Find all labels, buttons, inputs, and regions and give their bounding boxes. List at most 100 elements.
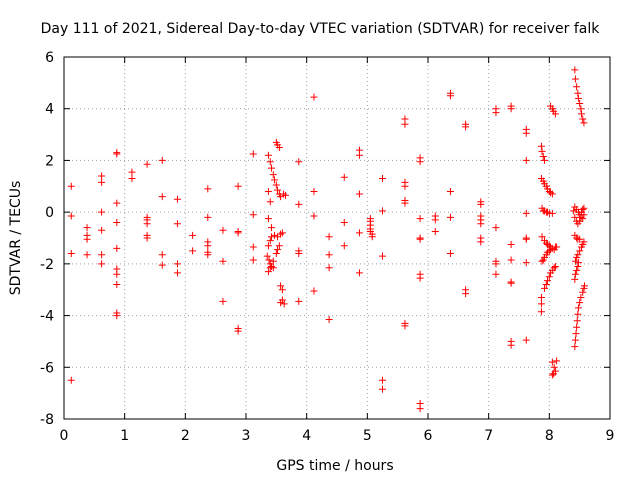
data-point bbox=[574, 89, 582, 97]
data-point bbox=[265, 256, 273, 264]
data-point bbox=[368, 230, 376, 238]
data-point bbox=[522, 156, 530, 164]
data-point bbox=[277, 230, 285, 238]
x-tick-label: 5 bbox=[363, 428, 372, 444]
data-point bbox=[355, 229, 363, 237]
data-point bbox=[574, 251, 582, 259]
data-point bbox=[544, 277, 552, 285]
data-point bbox=[571, 336, 579, 344]
data-point bbox=[462, 290, 470, 298]
data-point bbox=[574, 304, 582, 312]
data-point bbox=[548, 358, 556, 366]
y-tick-label: 0 bbox=[45, 205, 54, 221]
data-point bbox=[173, 220, 181, 228]
data-point bbox=[219, 226, 227, 234]
grid bbox=[64, 57, 610, 419]
data-point bbox=[98, 172, 106, 180]
data-point bbox=[280, 300, 288, 308]
data-point bbox=[507, 279, 515, 287]
data-point bbox=[548, 209, 556, 217]
data-point bbox=[128, 175, 136, 183]
data-point bbox=[577, 110, 585, 118]
data-point bbox=[401, 322, 409, 330]
data-point bbox=[446, 213, 454, 221]
data-point bbox=[379, 175, 386, 183]
data-point bbox=[574, 94, 582, 102]
data-point bbox=[113, 281, 121, 289]
data-point bbox=[542, 281, 550, 289]
data-point bbox=[538, 233, 546, 241]
data-point bbox=[522, 259, 530, 267]
data-point bbox=[580, 119, 588, 127]
data-point bbox=[98, 208, 106, 216]
data-point bbox=[280, 190, 288, 198]
data-point bbox=[574, 259, 582, 267]
y-tick-label: -2 bbox=[40, 257, 54, 273]
data-point bbox=[266, 158, 274, 166]
data-point bbox=[158, 251, 166, 259]
data-point bbox=[401, 199, 409, 207]
x-tick-label: 2 bbox=[181, 428, 190, 444]
data-point bbox=[355, 269, 363, 277]
data-point bbox=[579, 115, 587, 123]
data-point bbox=[577, 105, 585, 113]
data-point bbox=[173, 260, 181, 268]
data-point bbox=[295, 297, 303, 305]
data-point bbox=[325, 233, 333, 241]
data-point bbox=[355, 151, 363, 159]
data-point bbox=[571, 257, 579, 265]
data-point bbox=[537, 308, 545, 316]
data-point bbox=[274, 186, 282, 194]
data-point bbox=[310, 187, 318, 195]
data-point bbox=[537, 142, 545, 150]
data-point bbox=[83, 251, 91, 259]
data-point bbox=[266, 198, 274, 206]
data-point bbox=[401, 120, 409, 128]
data-point bbox=[267, 233, 275, 241]
data-point bbox=[550, 363, 558, 371]
data-point bbox=[547, 189, 555, 197]
chart-title: Day 111 of 2021, Sidereal Day-to-day VTE… bbox=[41, 21, 601, 37]
x-tick-label: 8 bbox=[545, 428, 554, 444]
data-point bbox=[264, 242, 272, 250]
data-point bbox=[264, 187, 272, 195]
data-point bbox=[204, 185, 212, 193]
data-point bbox=[576, 299, 584, 307]
data-point bbox=[113, 244, 121, 252]
data-point bbox=[269, 171, 277, 179]
data-point bbox=[340, 242, 348, 250]
data-point bbox=[271, 176, 279, 184]
data-point bbox=[577, 293, 585, 301]
data-point bbox=[379, 376, 386, 384]
data-point bbox=[477, 238, 485, 246]
data-point bbox=[416, 215, 424, 223]
data-point bbox=[158, 193, 166, 201]
data-point bbox=[113, 312, 121, 320]
data-point bbox=[507, 341, 515, 349]
data-point bbox=[492, 109, 500, 117]
data-point bbox=[547, 246, 555, 254]
data-point bbox=[492, 224, 500, 232]
data-point bbox=[580, 204, 588, 212]
data-point bbox=[67, 376, 75, 384]
data-point bbox=[522, 235, 530, 243]
data-point bbox=[446, 250, 454, 258]
data-point bbox=[274, 246, 282, 254]
data-point bbox=[576, 235, 584, 243]
y-tick-label: -8 bbox=[40, 412, 54, 428]
data-point bbox=[275, 144, 283, 151]
data-point bbox=[581, 282, 589, 290]
data-point bbox=[278, 229, 286, 237]
data-point bbox=[269, 257, 277, 265]
data-point bbox=[98, 226, 106, 234]
data-point bbox=[189, 231, 197, 239]
data-point bbox=[572, 330, 580, 338]
data-point bbox=[204, 242, 212, 250]
data-point bbox=[551, 262, 559, 270]
data-point bbox=[571, 75, 579, 83]
data-point bbox=[267, 262, 275, 270]
data-point bbox=[267, 224, 275, 232]
data-point bbox=[539, 153, 547, 161]
data-point bbox=[401, 182, 409, 190]
data-point bbox=[431, 216, 439, 224]
